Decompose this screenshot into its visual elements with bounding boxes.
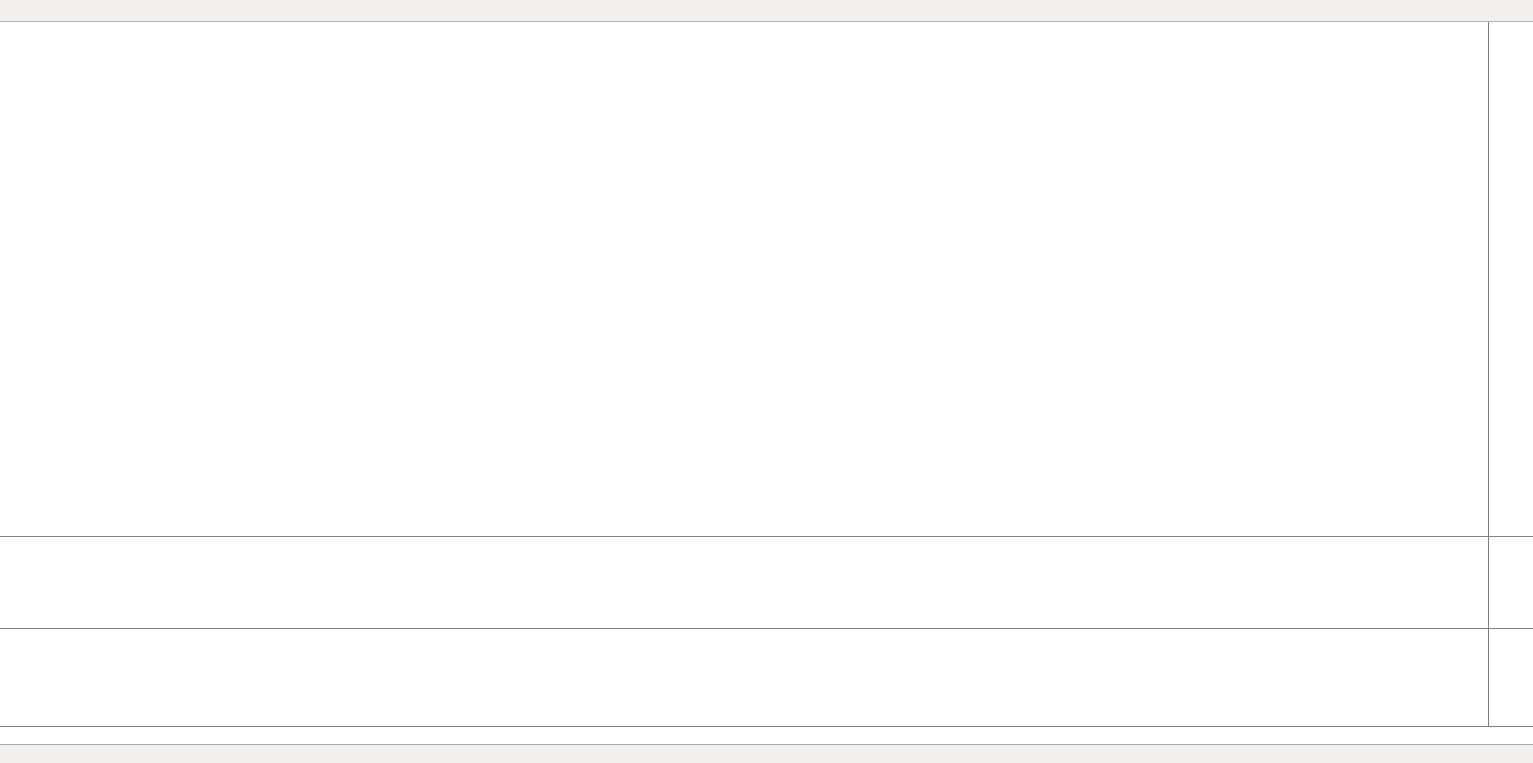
price-axis[interactable]: [1488, 22, 1533, 726]
rsi-panel-separator[interactable]: [0, 536, 1533, 537]
chart-title: [8, 26, 17, 38]
main-chart-canvas[interactable]: [0, 22, 1488, 536]
tabs-nav: [1509, 745, 1533, 763]
chart-tabs-bar: [0, 744, 1533, 763]
timeframe-toolbar: [0, 0, 1533, 22]
rsi-canvas[interactable]: [0, 537, 1488, 628]
time-axis[interactable]: [0, 726, 1533, 744]
macd-panel-separator[interactable]: [0, 628, 1533, 629]
macd-canvas[interactable]: [0, 629, 1488, 726]
chart-area[interactable]: [0, 22, 1533, 726]
